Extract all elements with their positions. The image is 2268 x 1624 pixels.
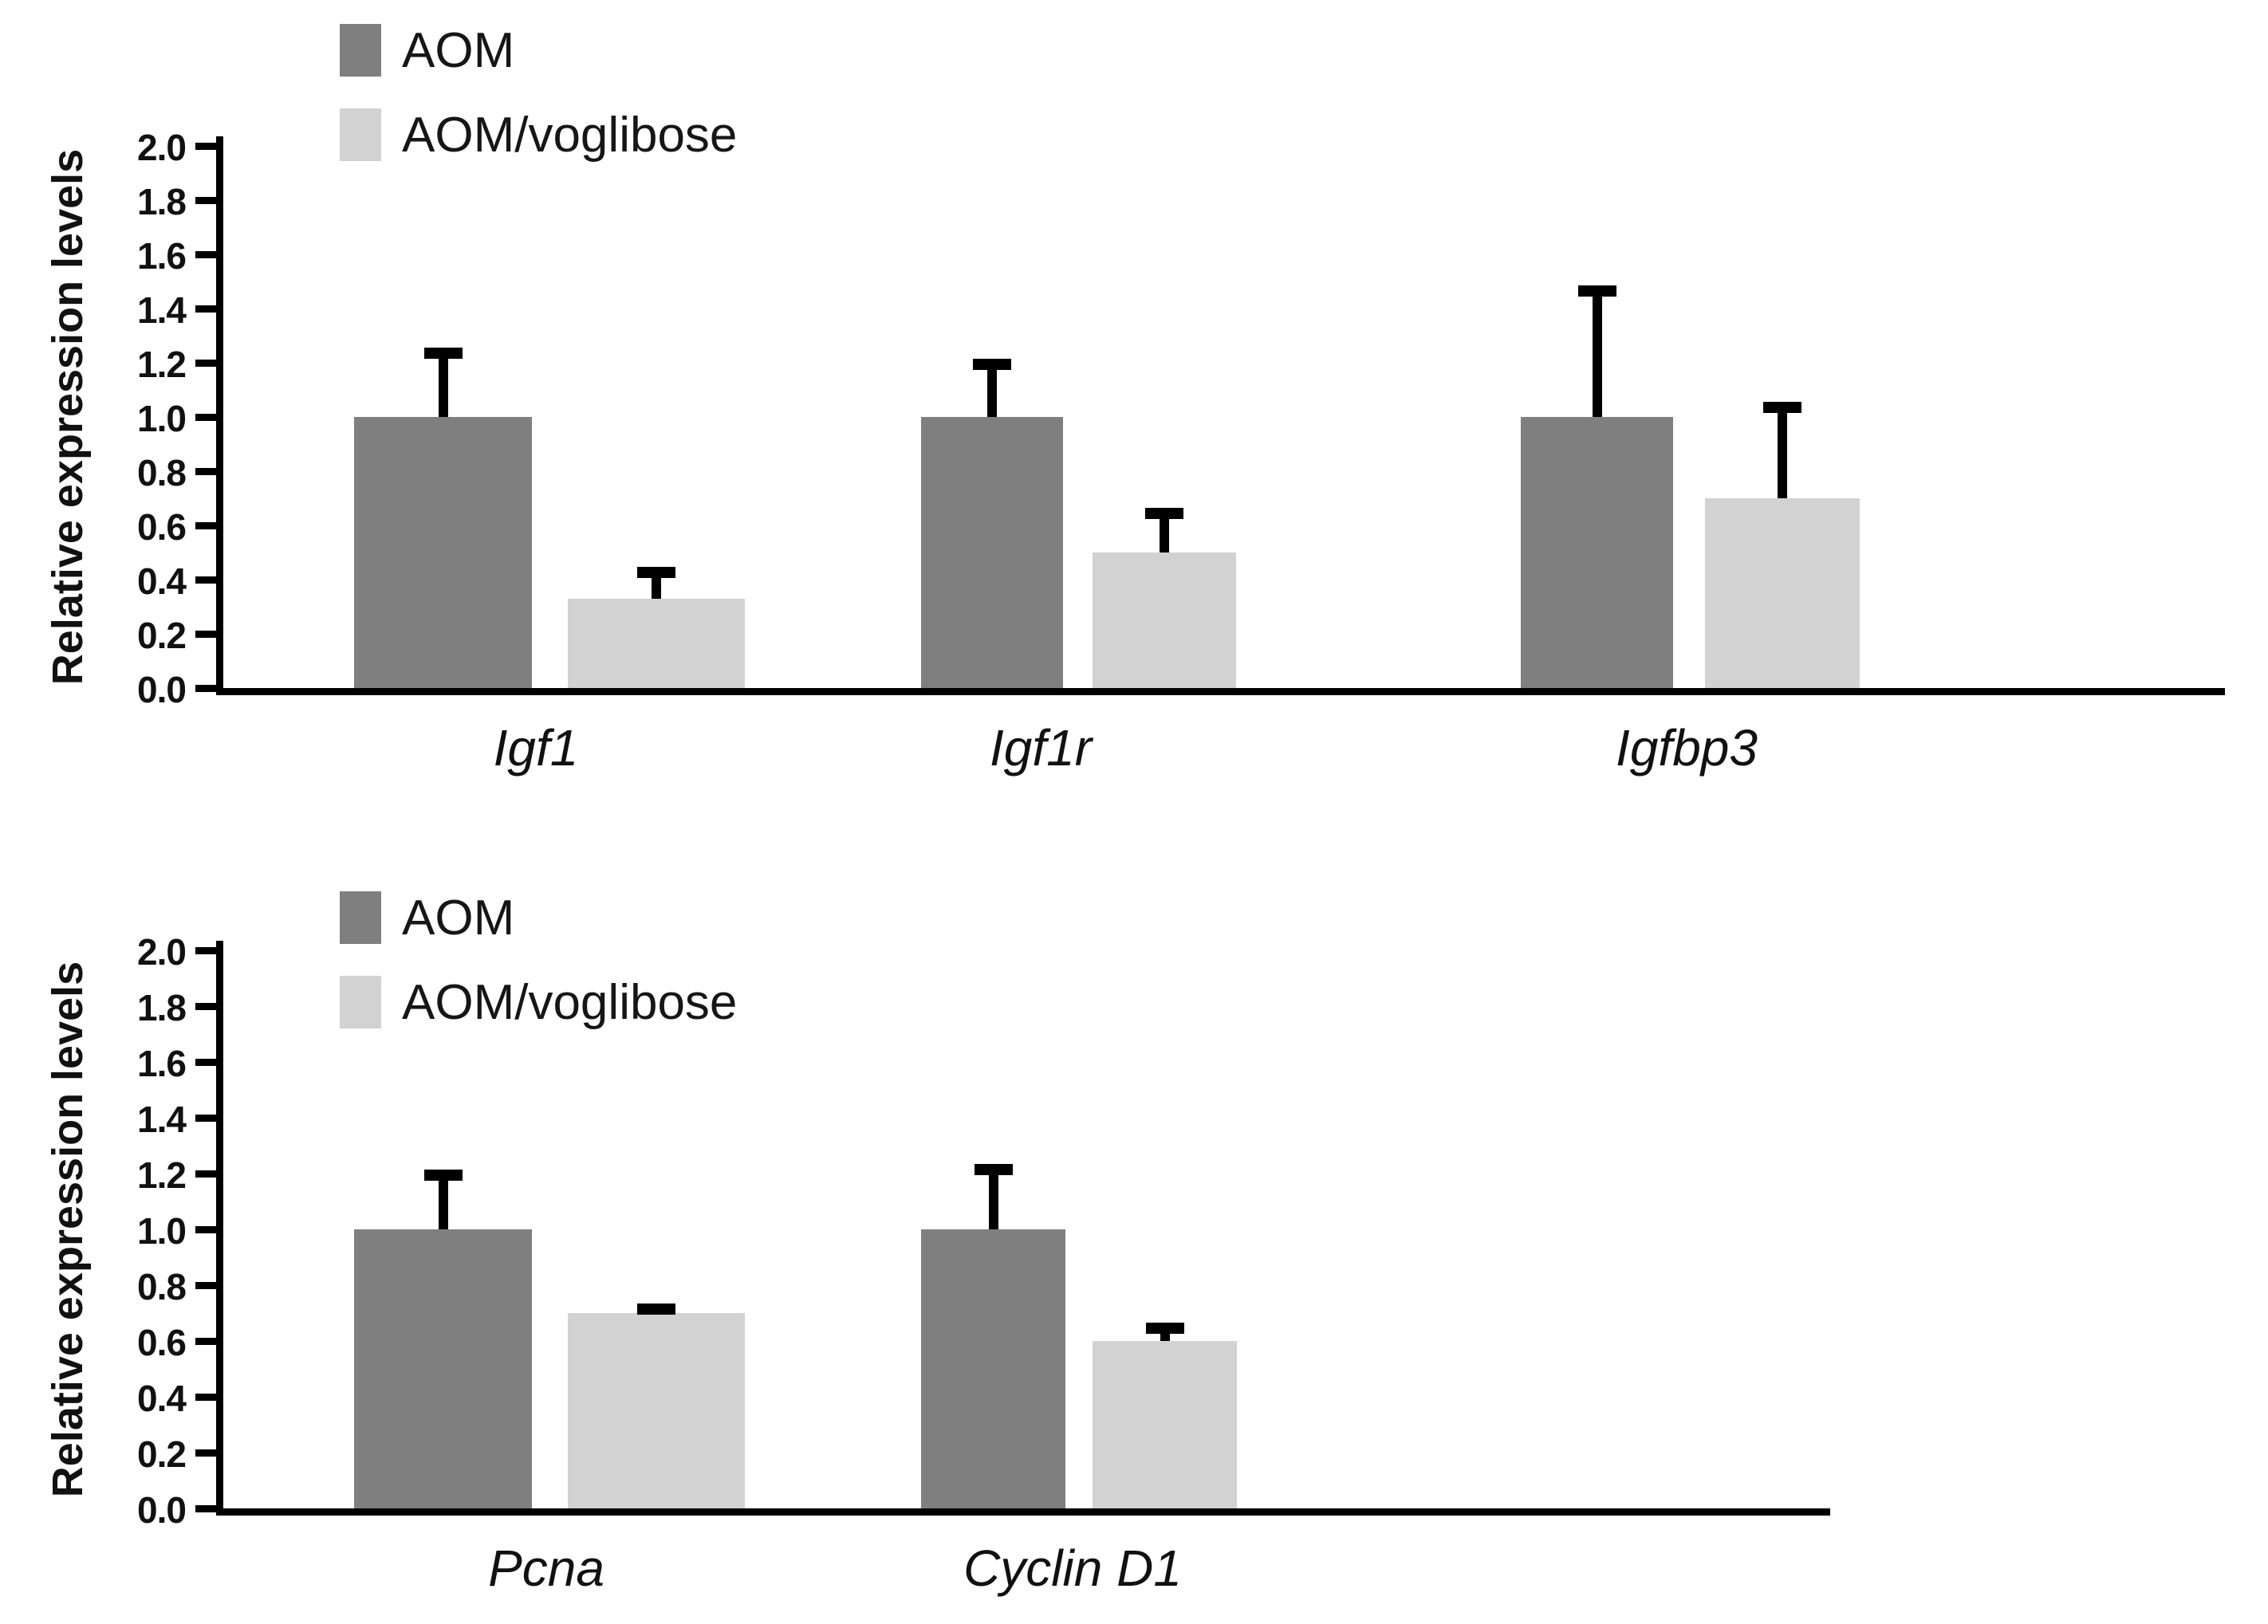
error-cap-aom-cyclin-d1	[974, 1163, 1013, 1175]
y-tick-mark	[195, 685, 216, 692]
y-tick-mark	[195, 1505, 216, 1512]
legend-item-aom-voglibose: AOM/voglibose	[340, 970, 737, 1034]
y-tick-label-1.8: 1.8	[137, 987, 187, 1028]
legend-label-aom-voglibose: AOM/voglibose	[402, 107, 738, 163]
error-bar-aom-cyclin-d1	[988, 1165, 998, 1229]
bar-aom-voglibose-igf1	[568, 598, 745, 695]
error-bar-aom-igfbp3	[1592, 286, 1602, 417]
y-tick-label-1.8: 1.8	[137, 181, 187, 222]
x-axis-line	[216, 688, 2225, 695]
error-bar-aom-voglibose-igfbp3	[1778, 403, 1787, 498]
bar-aom-igf1	[354, 417, 532, 695]
y-tick-mark	[195, 414, 216, 421]
y-tick-label-2.0: 2.0	[137, 931, 187, 973]
y-tick-label-0.2: 0.2	[137, 1433, 187, 1475]
y-tick-mark	[195, 360, 216, 367]
error-bar-aom-igf1	[438, 349, 448, 417]
x-category-label-igfbp3: Igfbp3	[1616, 719, 1758, 777]
bar-aom-voglibose-pcna	[568, 1313, 745, 1516]
y-tick-label-0.4: 0.4	[137, 1378, 187, 1419]
y-tick-label-0.6: 0.6	[137, 506, 187, 548]
y-tick-mark	[195, 1449, 216, 1457]
y-tick-label-1.4: 1.4	[137, 1099, 187, 1140]
y-tick-mark	[195, 631, 216, 638]
y-tick-mark	[195, 576, 216, 584]
legend-swatch-aom-voglibose	[340, 976, 381, 1028]
y-tick-mark	[195, 197, 216, 204]
error-bar-aom-voglibose-igf1r	[1160, 509, 1169, 552]
y-tick-label-0.4: 0.4	[137, 560, 187, 602]
error-cap-aom-voglibose-cyclin-d1	[1145, 1323, 1184, 1334]
y-tick-label-1.2: 1.2	[137, 1154, 187, 1196]
error-bar-aom-igf1r	[987, 360, 997, 417]
x-category-label-pcna: Pcna	[488, 1539, 604, 1597]
y-axis-line	[216, 941, 223, 1516]
y-tick-mark	[195, 1115, 216, 1122]
legend-item-aom: AOM	[340, 18, 514, 82]
y-axis-title: Relative expression levels	[44, 961, 92, 1498]
bar-aom-igfbp3	[1521, 417, 1673, 695]
legend-item-aom: AOM	[340, 886, 514, 950]
y-tick-label-0.0: 0.0	[137, 1489, 187, 1531]
error-cap-aom-igfbp3	[1577, 285, 1616, 297]
y-tick-label-2.0: 2.0	[137, 127, 187, 168]
y-tick-mark	[195, 1003, 216, 1010]
error-cap-aom-pcna	[423, 1169, 463, 1181]
x-axis-line	[216, 1508, 1830, 1516]
bar-aom-voglibose-cyclin-d1	[1093, 1341, 1237, 1516]
legend-item-aom-voglibose: AOM/voglibose	[340, 103, 737, 167]
legend-label-aom-voglibose: AOM/voglibose	[402, 974, 738, 1030]
error-cap-aom-igf1	[423, 348, 463, 359]
y-tick-label-1.0: 1.0	[137, 398, 187, 439]
error-bar-aom-pcna	[438, 1170, 448, 1229]
legend-label-aom: AOM	[402, 22, 515, 78]
x-category-label-igf1: Igf1	[493, 719, 579, 777]
y-tick-label-0.6: 0.6	[137, 1322, 187, 1363]
y-tick-mark	[195, 1394, 216, 1401]
bar-aom-cyclin-d1	[921, 1229, 1065, 1516]
error-cap-aom-voglibose-igf1	[637, 567, 675, 579]
error-cap-aom-voglibose-igf1r	[1145, 507, 1183, 519]
y-tick-label-1.4: 1.4	[137, 289, 187, 331]
y-tick-label-1.0: 1.0	[137, 1210, 187, 1252]
y-tick-mark	[195, 143, 216, 150]
y-tick-mark	[195, 1170, 216, 1178]
legend-swatch-aom	[340, 24, 381, 77]
y-tick-mark	[195, 468, 216, 475]
bar-aom-voglibose-igfbp3	[1705, 498, 1860, 695]
y-tick-label-0.0: 0.0	[137, 669, 187, 710]
y-tick-label-1.6: 1.6	[137, 235, 187, 277]
y-tick-label-0.8: 0.8	[137, 452, 187, 493]
legend-swatch-aom-voglibose	[340, 108, 381, 161]
legend-label-aom: AOM	[402, 890, 515, 946]
y-tick-label-0.2: 0.2	[137, 615, 187, 656]
y-tick-mark	[195, 947, 216, 954]
error-cap-aom-voglibose-pcna	[637, 1303, 675, 1315]
y-tick-mark	[195, 305, 216, 313]
legend-swatch-aom	[340, 891, 381, 944]
bar-aom-voglibose-igf1r	[1093, 552, 1236, 695]
y-tick-mark	[195, 1338, 216, 1345]
y-tick-mark	[195, 251, 216, 258]
x-category-label-igf1r: Igf1r	[989, 719, 1093, 777]
y-tick-mark	[195, 1282, 216, 1289]
y-tick-label-1.2: 1.2	[137, 344, 187, 385]
y-tick-mark	[195, 1226, 216, 1233]
y-tick-label-1.6: 1.6	[137, 1043, 187, 1084]
y-tick-mark	[195, 522, 216, 529]
error-cap-aom-igf1r	[973, 358, 1011, 370]
y-tick-mark	[195, 1059, 216, 1066]
y-axis-line	[216, 136, 223, 695]
bar-aom-igf1r	[921, 417, 1063, 695]
error-cap-aom-voglibose-igfbp3	[1763, 402, 1801, 413]
bar-aom-pcna	[354, 1229, 532, 1516]
y-tick-label-0.8: 0.8	[137, 1266, 187, 1307]
x-category-label-cyclin-d1: Cyclin D1	[963, 1539, 1182, 1597]
